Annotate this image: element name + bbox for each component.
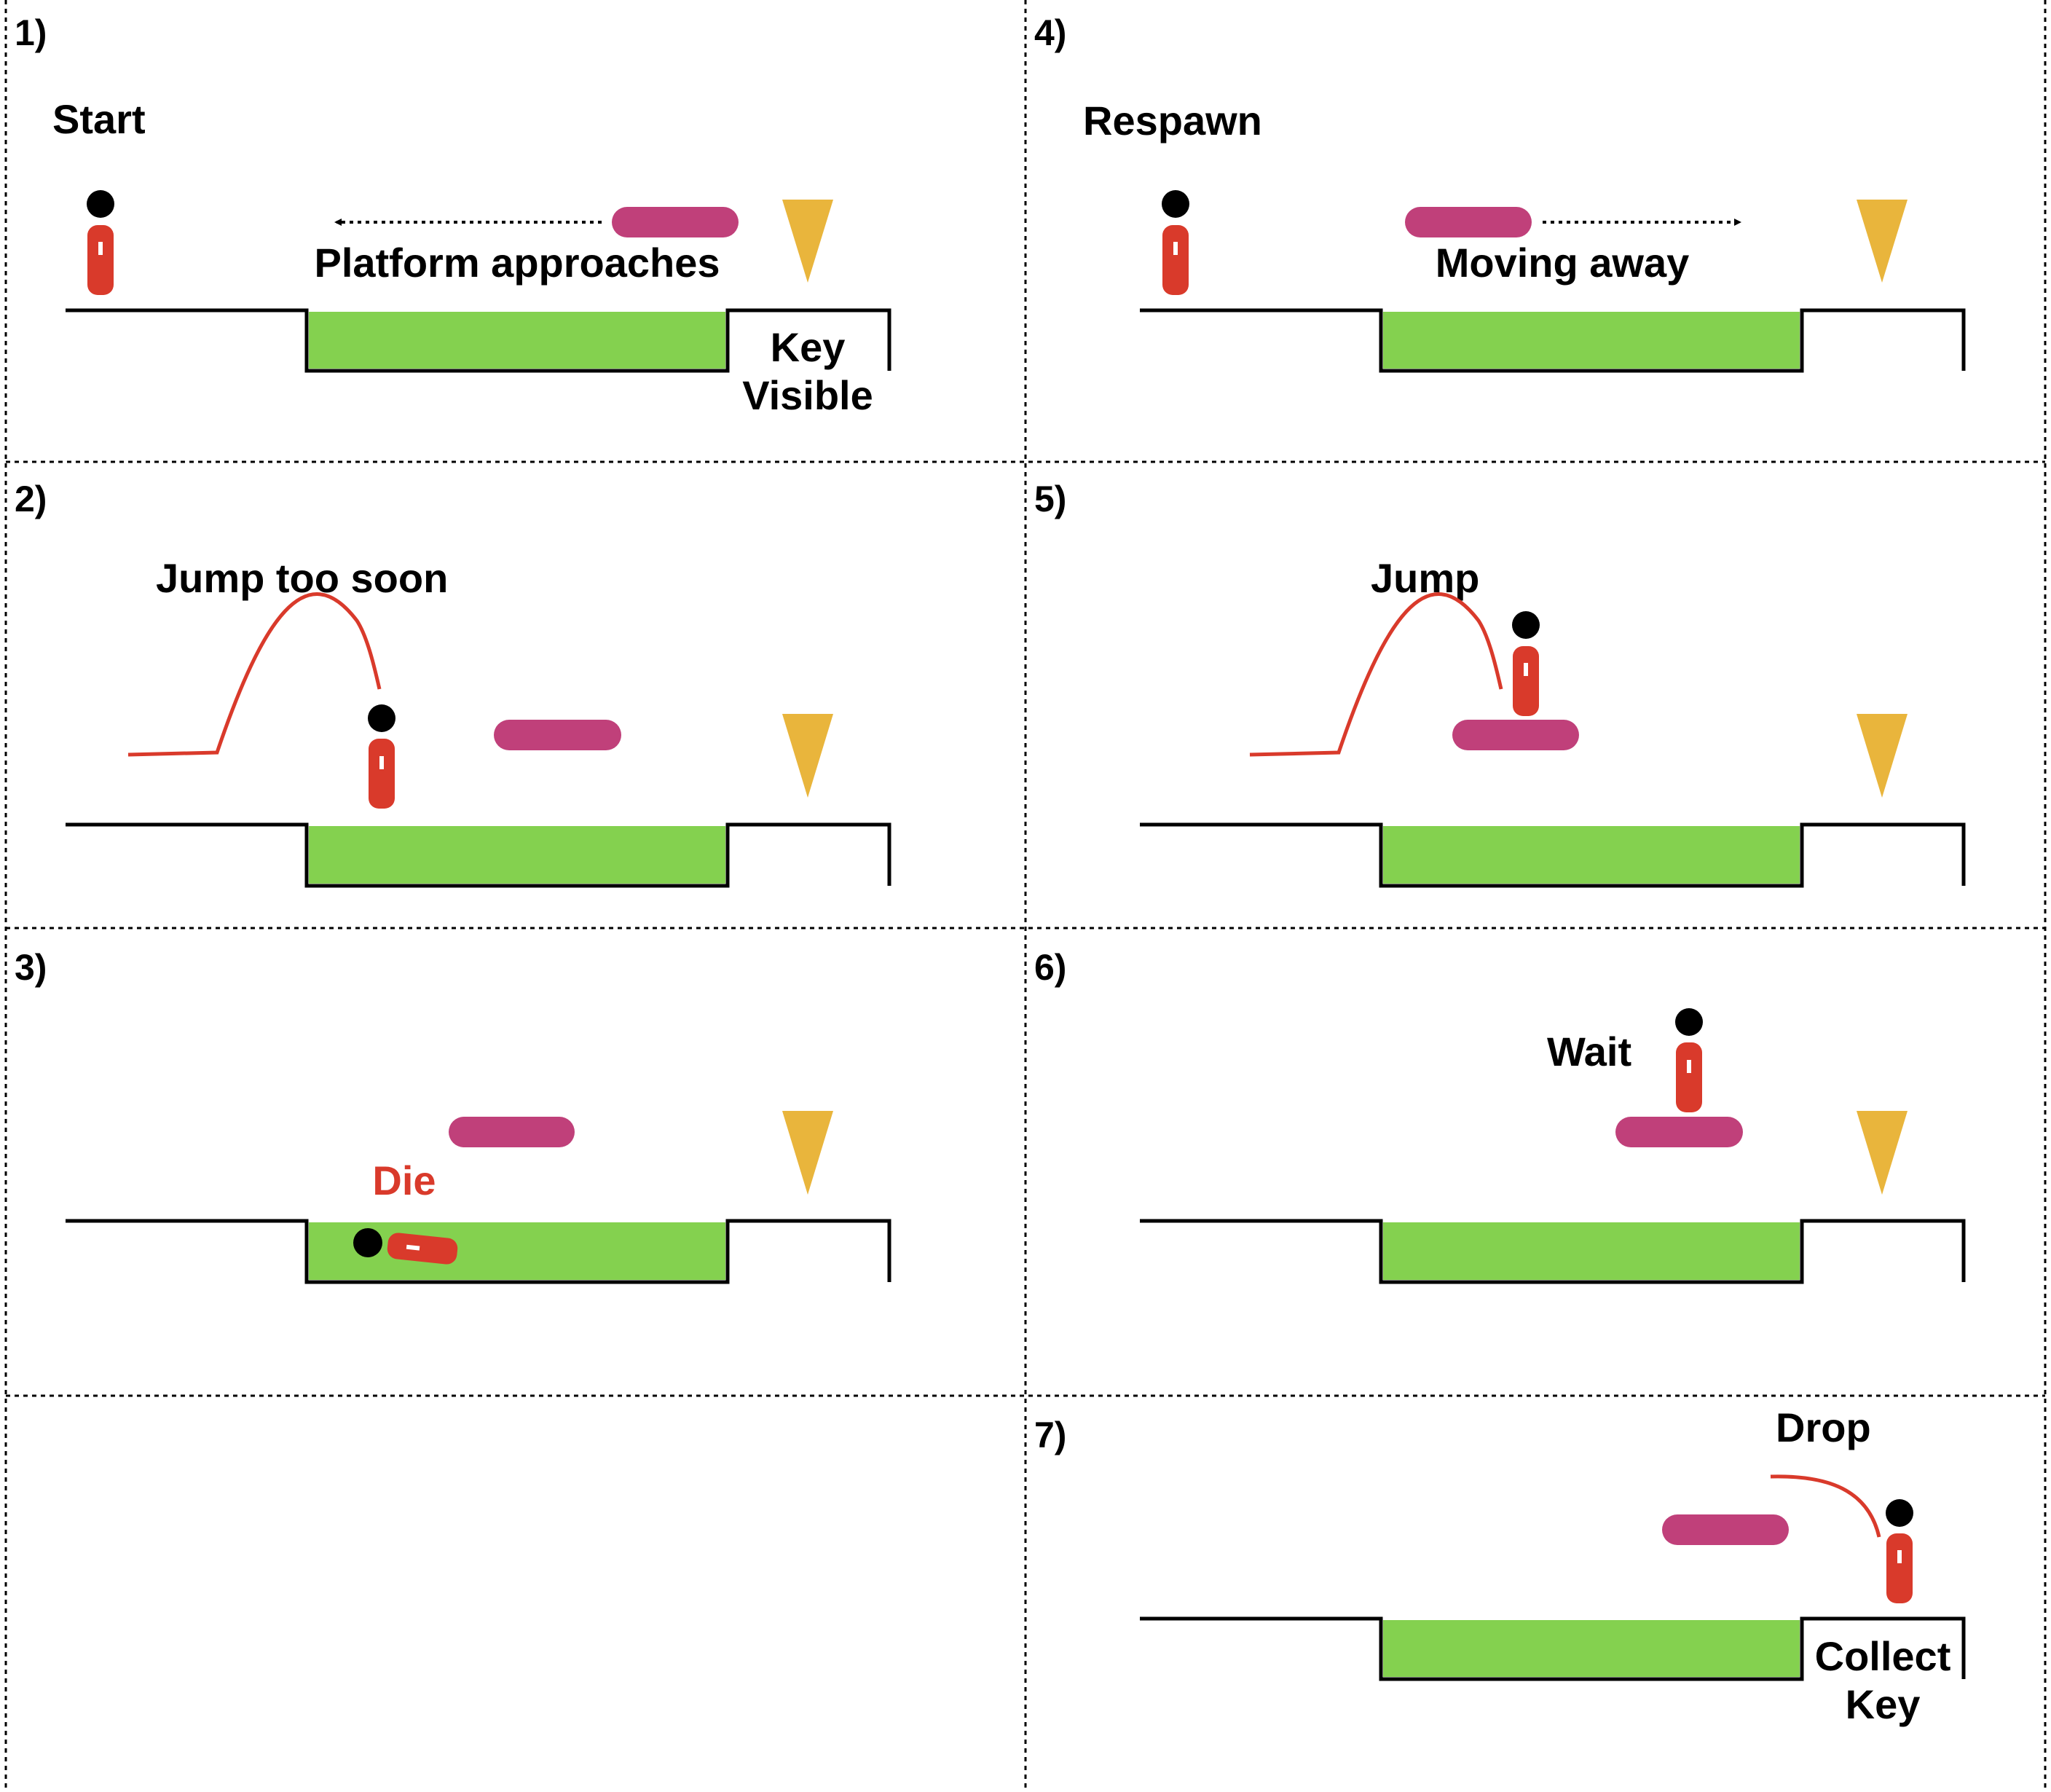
ground-line [1140,1219,1966,1284]
moving-platform [612,207,739,237]
ground-line [1140,308,1966,373]
key-triangle [782,1111,833,1195]
water-pool [309,826,725,884]
character-body [1162,225,1189,295]
panel-number: 4) [1034,12,1066,53]
jump-trajectory [127,592,382,757]
die-label: Die [372,1158,436,1203]
moving-platform [1662,1514,1789,1545]
character-body [87,225,114,295]
character [1512,611,1540,716]
panel-number: 3) [15,947,47,988]
key-label-line2: Key [1846,1681,1921,1727]
panel-label: Respawn [1083,98,1262,144]
character-body [369,739,395,809]
character-body [387,1233,458,1265]
jump-trajectory [1249,592,1503,757]
panel-number: 2) [15,479,47,519]
water-pool [309,312,725,369]
key-triangle [782,714,833,798]
character [1162,190,1189,295]
character-belt [1173,242,1178,255]
character [368,704,395,809]
moving-platform [1405,207,1532,237]
water-pool [1383,826,1800,884]
character-head [1162,190,1189,218]
panel-number: 7) [1034,1415,1066,1455]
panel-2: 2) Jump too soon [15,479,891,888]
character-head [1675,1008,1703,1036]
panel-7: 7) Drop Collect Key [1034,1404,1966,1727]
panel-number: 5) [1034,479,1066,519]
character-belt [406,1244,420,1251]
ground-line [66,822,891,888]
character-belt [98,242,103,255]
ground-line [1140,1616,1966,1681]
panel-3: 3) Die [15,947,891,1284]
panel-label: Jump too soon [156,555,448,601]
panel-label: Start [52,96,146,142]
platform-label: Platform approaches [314,240,720,286]
panel-number: 1) [15,12,47,53]
panel-6: 6) Wait [1034,947,1966,1284]
key-triangle [1857,1111,1908,1195]
ground-line [66,308,891,373]
moving-platform [449,1117,575,1147]
dead-character [353,1228,458,1265]
character-head [87,190,114,218]
key-triangle [1857,714,1908,798]
panel-number: 6) [1034,947,1066,988]
character-belt [1897,1550,1902,1563]
character-body [1676,1042,1702,1112]
water-pool [1383,1620,1800,1677]
ground-line [1140,822,1966,888]
character-belt [1687,1060,1691,1073]
character [1886,1499,1913,1603]
moving-platform [494,720,621,750]
panel-label: Jump [1371,555,1479,601]
panel-5: 5) Jump [1034,479,1966,888]
panel-label: Wait [1547,1029,1631,1074]
panel-4: 4) Respawn Moving away [1034,12,1966,373]
drop-trajectory [1770,1474,1881,1538]
moving-platform [1615,1117,1743,1147]
key-triangle [782,200,833,283]
character-head [1886,1499,1913,1527]
water-pool [1383,312,1800,369]
character-head [353,1228,382,1257]
character-head [368,704,395,732]
character [1675,1008,1703,1112]
water-pool [1383,1222,1800,1280]
key-label-line2: Visible [742,372,873,418]
key-triangle [1857,200,1908,283]
ground-line [66,1219,891,1284]
character-belt [379,756,384,769]
character-belt [1524,663,1528,676]
panel-1: 1) Start Platform approaches Key Visible [15,12,891,418]
moving-platform [1452,720,1579,750]
key-label-line1: Collect [1815,1633,1951,1679]
character-head [1512,611,1540,639]
character-body [1513,646,1539,716]
panel-label: Drop [1776,1404,1871,1450]
grid-dividers [4,0,2047,1792]
platform-label: Moving away [1436,240,1690,286]
key-label-line1: Key [771,324,846,370]
character-body [1886,1533,1913,1603]
character [87,190,114,295]
